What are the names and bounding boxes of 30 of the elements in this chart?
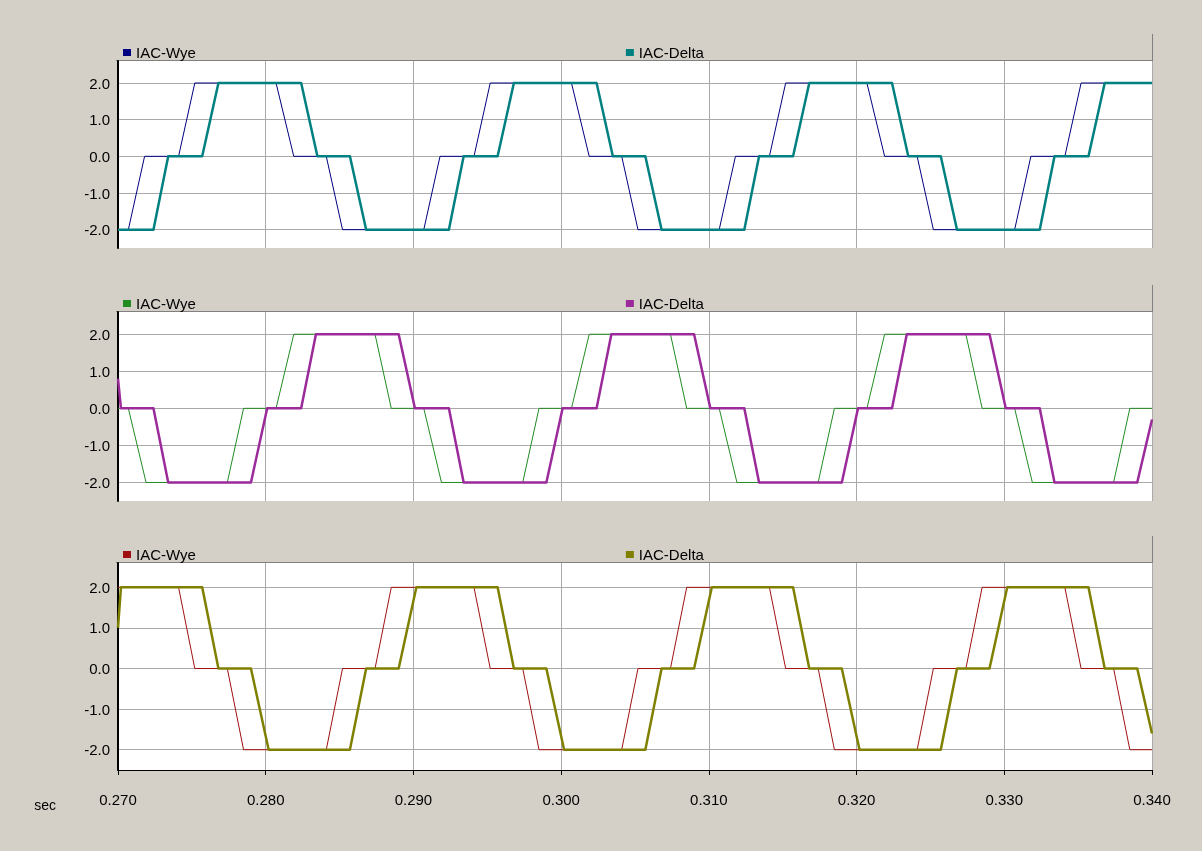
y-tick-label: 0.0 [89,399,110,417]
x-tick-label: 0.270 [99,791,137,808]
x-tick-label: 0.340 [1133,791,1171,808]
y-tick-label: -2.0 [84,221,110,239]
x-axis-title: sec [34,797,56,813]
legend-label: IAC-Wye [136,44,196,61]
x-tick-label: 0.290 [394,791,433,808]
x-tick-label: 0.280 [246,791,285,808]
y-tick-label: -2.0 [84,473,110,491]
y-tick-label: -1.0 [84,184,110,202]
x-tick-label: 0.320 [837,791,876,808]
y-tick-label: 1.0 [89,362,110,380]
y-tick-label: -1.0 [84,700,110,718]
y-tick-label: 0.0 [89,660,110,678]
y-tick-label: -2.0 [84,741,110,759]
legend-label: IAC-Wye [136,546,196,563]
y-tick-label: 1.0 [89,111,110,129]
y-tick-label: -1.0 [84,436,110,454]
y-tick-label: 2.0 [89,578,110,596]
y-tick-label: 2.0 [89,325,110,343]
legend-label: IAC-Delta [638,44,705,61]
y-tick-label: 1.0 [89,619,110,637]
x-tick-label: 0.330 [985,791,1024,808]
legend-label: IAC-Delta [638,546,705,563]
y-tick-label: 2.0 [89,74,110,92]
legend-label: IAC-Delta [638,295,705,312]
y-tick-label: 0.0 [89,147,110,165]
x-tick-label: 0.300 [542,791,580,808]
x-tick-label: 0.310 [690,791,728,808]
legend-label: IAC-Wye [136,295,196,312]
